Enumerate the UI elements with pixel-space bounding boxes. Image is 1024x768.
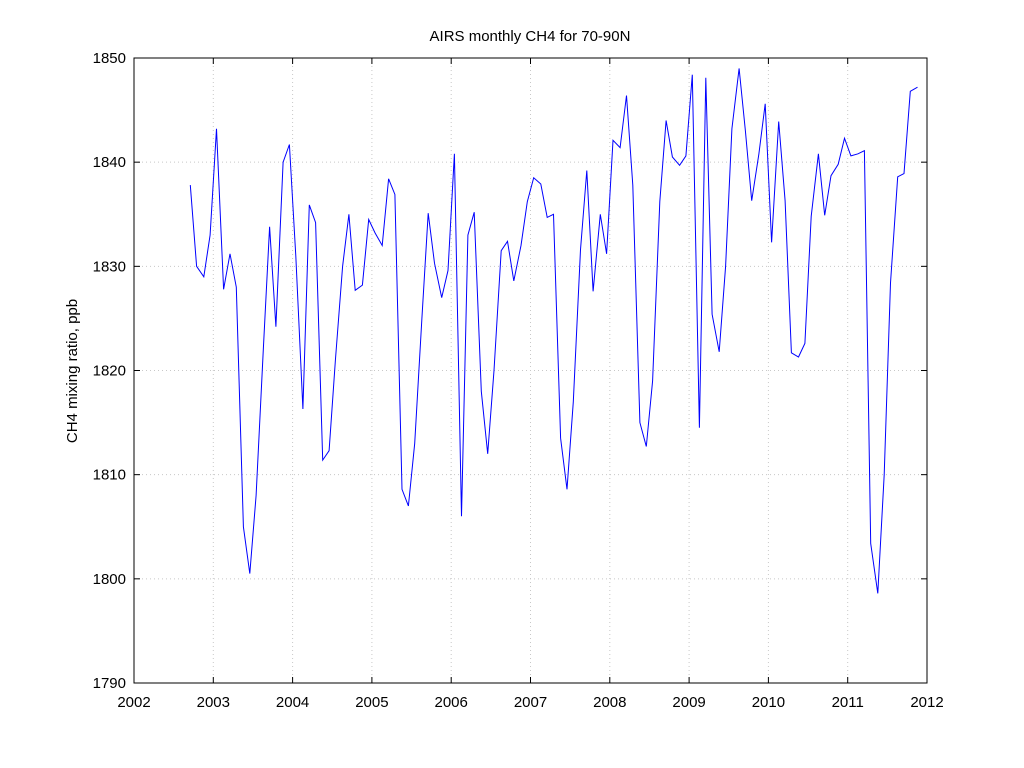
x-tick-labels: 2002 2003 2004 2005 2006 2007 2008 2009 2010 2011… xyxy=(117,694,943,711)
series-line xyxy=(189,68,918,594)
gridlines xyxy=(134,58,927,683)
x-tick-label: 2004 xyxy=(276,694,309,711)
x-tick-label: 2003 xyxy=(197,694,230,711)
chart-title: AIRS monthly CH4 for 70-90N xyxy=(430,28,631,45)
x-tick-label: 2008 xyxy=(593,694,626,711)
y-tick-label: 1810 xyxy=(93,467,126,484)
x-tick-label: 2009 xyxy=(672,694,705,711)
x-tick-label: 2011 xyxy=(832,694,864,711)
y-axis-label: CH4 mixing ratio, ppb xyxy=(64,299,81,443)
y-tick-label: 1800 xyxy=(93,571,126,588)
x-tick-label: 2002 xyxy=(117,694,150,711)
y-tick-label: 1840 xyxy=(93,154,126,171)
x-tick-label: 2006 xyxy=(435,694,468,711)
x-tick-label: 2010 xyxy=(752,694,785,711)
x-tick-label: 2007 xyxy=(514,694,547,711)
y-tick-label: 1850 xyxy=(93,50,126,67)
y-tick-label: 1790 xyxy=(93,675,126,692)
x-tick-label: 2012 xyxy=(910,694,943,711)
x-tick-label: 2005 xyxy=(355,694,388,711)
y-tick-labels: 1790 1800 1810 1820 1830 1840 1850 xyxy=(93,50,126,692)
y-tick-label: 1830 xyxy=(93,258,126,275)
y-tick-label: 1820 xyxy=(93,363,126,380)
axis-ticks xyxy=(133,57,928,684)
